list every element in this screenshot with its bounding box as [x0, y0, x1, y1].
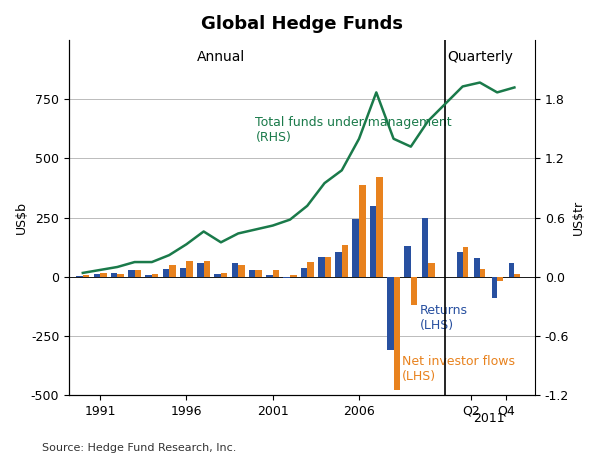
Bar: [359, 185, 365, 277]
Text: Returns
(LHS): Returns (LHS): [419, 304, 467, 333]
Bar: [422, 218, 428, 277]
Bar: [387, 277, 394, 350]
Bar: [509, 263, 514, 277]
Y-axis label: US$b: US$b: [15, 201, 28, 234]
Bar: [180, 268, 187, 277]
Bar: [283, 277, 290, 278]
Bar: [83, 275, 89, 277]
Bar: [475, 258, 480, 277]
Bar: [335, 252, 342, 277]
Bar: [318, 257, 325, 277]
Bar: [152, 274, 158, 277]
Bar: [325, 257, 331, 277]
Bar: [497, 277, 503, 281]
Bar: [221, 273, 227, 277]
Text: Total funds under management
(RHS): Total funds under management (RHS): [256, 116, 452, 144]
Title: Global Hedge Funds: Global Hedge Funds: [201, 15, 403, 33]
Bar: [128, 270, 134, 277]
Bar: [376, 177, 383, 277]
Bar: [100, 273, 107, 277]
Y-axis label: US$tr: US$tr: [572, 200, 585, 235]
Bar: [463, 247, 468, 277]
Bar: [370, 206, 376, 277]
Bar: [134, 270, 141, 277]
Bar: [307, 262, 314, 277]
Bar: [187, 262, 193, 277]
Bar: [342, 245, 349, 277]
Text: Quarterly: Quarterly: [447, 49, 513, 64]
Bar: [491, 277, 497, 298]
Bar: [480, 269, 485, 277]
Bar: [76, 276, 83, 277]
Bar: [238, 265, 245, 277]
Bar: [197, 263, 203, 277]
Bar: [457, 252, 463, 277]
Text: Net investor flows
(LHS): Net investor flows (LHS): [402, 355, 515, 383]
Bar: [232, 263, 238, 277]
Bar: [94, 274, 100, 277]
Bar: [411, 277, 418, 305]
Bar: [163, 269, 169, 277]
Bar: [394, 277, 400, 391]
Text: 2011: 2011: [473, 412, 505, 425]
Bar: [428, 263, 434, 277]
Bar: [111, 273, 118, 277]
Bar: [249, 270, 256, 277]
Bar: [290, 275, 296, 277]
Bar: [214, 274, 221, 277]
Bar: [301, 268, 307, 277]
Bar: [118, 274, 124, 277]
Bar: [203, 262, 210, 277]
Bar: [514, 274, 520, 277]
Bar: [273, 270, 279, 277]
Bar: [266, 275, 273, 277]
Bar: [352, 219, 359, 277]
Text: Source: Hedge Fund Research, Inc.: Source: Hedge Fund Research, Inc.: [42, 443, 236, 453]
Bar: [404, 246, 411, 277]
Bar: [145, 275, 152, 277]
Bar: [256, 270, 262, 277]
Bar: [169, 266, 176, 277]
Text: Annual: Annual: [197, 49, 245, 64]
